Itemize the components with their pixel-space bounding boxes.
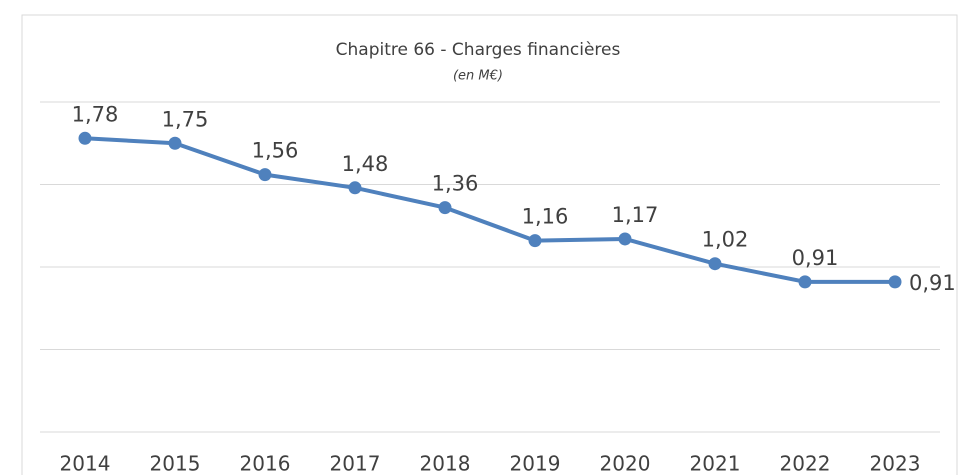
x-tick-label: 2022 [780, 452, 831, 475]
data-label: 1,56 [252, 139, 299, 163]
point [258, 168, 272, 182]
chart-subtitle: (en M€) [453, 69, 503, 84]
data-label: 1,36 [432, 172, 479, 196]
data-label: 1,16 [522, 205, 569, 229]
point [348, 181, 362, 195]
data-label: 0,91 [909, 271, 956, 295]
data-label: 1,75 [162, 107, 209, 131]
data-label: 1,48 [342, 152, 389, 176]
line [84, 136, 895, 284]
x-tick-label: 2023 [870, 452, 921, 475]
x-tick-label: 2018 [420, 452, 471, 475]
x-tick-label: 2020 [600, 452, 651, 475]
x-tick-label: 2021 [690, 452, 741, 475]
point [528, 234, 542, 248]
x-tick-label: 2016 [240, 452, 291, 475]
point [78, 131, 92, 145]
point [168, 136, 182, 150]
chart-title: Chapitre 66 - Charges financières [336, 40, 621, 60]
x-tick-label: 2017 [330, 452, 381, 475]
data-label: 0,91 [792, 246, 839, 270]
chart-frame [21, 14, 958, 475]
data-label: 1,17 [612, 203, 659, 227]
point [618, 232, 632, 246]
point [798, 275, 812, 289]
data-label: 1,78 [72, 102, 119, 126]
x-tick-label: 2014 [60, 452, 111, 475]
x-tick-label: 2019 [510, 452, 561, 475]
data-label: 1,02 [702, 228, 749, 252]
point [888, 275, 902, 289]
x-tick-label: 2015 [150, 452, 201, 475]
point [708, 257, 722, 271]
point [438, 201, 452, 215]
